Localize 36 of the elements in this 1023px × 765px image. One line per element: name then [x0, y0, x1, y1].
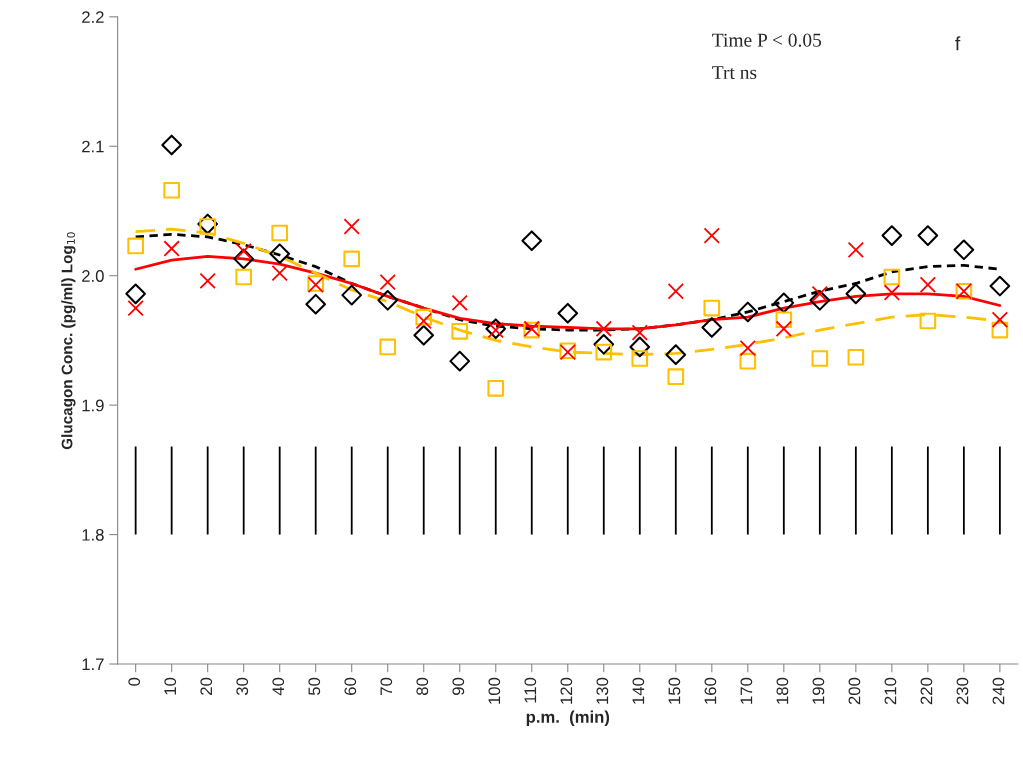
x-tick-label: 200: [848, 677, 861, 705]
x-tick-label: 170: [740, 677, 753, 704]
annotation: Time P < 0.05: [712, 33, 822, 47]
x-tick-label: 70: [380, 677, 393, 695]
annotation: Trt ns: [712, 66, 757, 80]
x-tick-label: 210: [884, 677, 897, 705]
x-tick-label: 160: [704, 677, 717, 704]
y-tick-label: 2.2: [82, 11, 104, 23]
x-tick-label: 10: [164, 677, 177, 695]
x-tick-label: 50: [308, 677, 321, 696]
x-tick-label: 240: [992, 677, 1005, 705]
y-tick-label: 1.8: [82, 528, 104, 541]
x-tick-label: 150: [668, 677, 681, 704]
x-tick-label: 0: [128, 677, 141, 686]
y-tick-label: 2.0: [82, 270, 104, 282]
x-tick-label: 110: [524, 677, 537, 703]
x-tick-label: 20: [200, 677, 213, 695]
x-tick-label: 60: [344, 677, 357, 695]
x-axis-title: p.m. (min): [526, 710, 610, 727]
x-tick-label: 100: [488, 677, 501, 704]
x-tick-label: 190: [812, 677, 825, 704]
x-tick-label: 220: [920, 677, 933, 705]
x-tick-label: 230: [956, 677, 969, 705]
annotation: f: [955, 36, 961, 51]
x-tick-label: 120: [560, 677, 573, 704]
x-tick-label: 130: [596, 677, 609, 704]
x-tick-label: 90: [452, 677, 465, 695]
y-axis-title: Glucagon Conc. (pg/ml) Log$_{10}$: [61, 232, 76, 450]
x-tick-label: 180: [776, 677, 789, 704]
x-tick-label: 80: [416, 677, 429, 696]
x-tick-label: 140: [632, 677, 645, 704]
x-tick-label: 40: [272, 677, 285, 696]
y-tick-label: 1.7: [82, 658, 104, 671]
y-tick-label: 1.9: [82, 399, 104, 412]
x-tick-label: 30: [236, 677, 249, 696]
y-tick-label: 2.1: [82, 140, 104, 153]
